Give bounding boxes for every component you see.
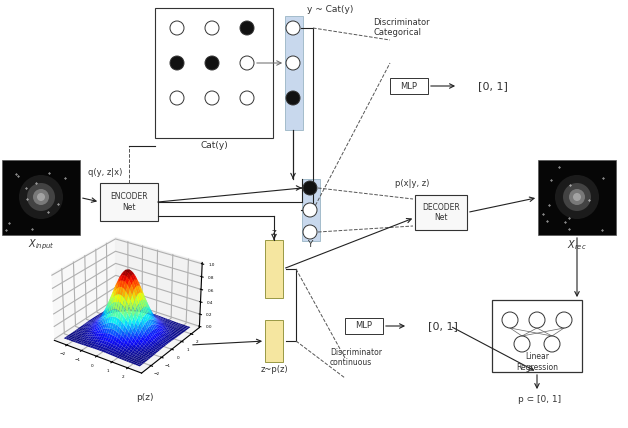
Circle shape [303, 225, 317, 239]
Bar [265, 320, 283, 362]
Text: Linear
Regression: Linear Regression [516, 352, 558, 372]
Circle shape [33, 189, 49, 205]
Text: p(z): p(z) [136, 393, 154, 402]
Bar [169, 16, 187, 130]
Text: p ⊂ [0, 1]: p ⊂ [0, 1] [519, 395, 561, 404]
Circle shape [240, 21, 254, 35]
Text: Discriminator
continuous: Discriminator continuous [330, 348, 382, 367]
Circle shape [19, 175, 63, 219]
Bar [415, 195, 467, 230]
Text: MLP: MLP [355, 321, 372, 330]
Circle shape [286, 56, 300, 70]
Bar [345, 318, 383, 334]
Text: [0, 1]: [0, 1] [478, 81, 508, 91]
Circle shape [240, 91, 254, 105]
Circle shape [563, 183, 591, 211]
Text: q(y, z|x): q(y, z|x) [88, 167, 122, 176]
Circle shape [205, 21, 219, 35]
Circle shape [170, 91, 184, 105]
Text: y ~ Cat(y): y ~ Cat(y) [307, 5, 353, 14]
Bar [265, 240, 283, 298]
Circle shape [569, 189, 585, 205]
Bar [538, 160, 616, 235]
Circle shape [502, 312, 518, 328]
Bar [155, 8, 273, 138]
Text: Cat(y): Cat(y) [200, 142, 228, 151]
Bar [492, 300, 582, 372]
Text: p(x|y, z): p(x|y, z) [395, 178, 430, 187]
Circle shape [544, 336, 560, 352]
Circle shape [170, 21, 184, 35]
Circle shape [286, 21, 300, 35]
Circle shape [205, 56, 219, 70]
Circle shape [37, 193, 45, 201]
Text: [0, 1]: [0, 1] [428, 321, 458, 331]
Circle shape [514, 336, 530, 352]
Text: z~p(z): z~p(z) [260, 366, 288, 374]
Text: z: z [272, 228, 276, 237]
Bar [285, 16, 303, 130]
Circle shape [205, 91, 219, 105]
Circle shape [303, 203, 317, 217]
Bar [2, 160, 80, 235]
Bar [204, 16, 222, 130]
Circle shape [286, 91, 300, 105]
Text: Y: Y [307, 240, 313, 249]
Bar [302, 179, 320, 241]
Circle shape [170, 56, 184, 70]
Bar [390, 78, 428, 94]
Text: Discriminator
Categorical: Discriminator Categorical [373, 18, 430, 37]
Text: ENCODER
Net: ENCODER Net [110, 192, 148, 212]
Circle shape [555, 175, 599, 219]
Bar [239, 16, 257, 130]
Bar [100, 183, 158, 221]
Text: $X_{rec}$: $X_{rec}$ [567, 238, 587, 252]
Circle shape [573, 193, 581, 201]
Text: MLP: MLP [401, 81, 418, 90]
Circle shape [556, 312, 572, 328]
Text: DECODER
Net: DECODER Net [422, 203, 460, 222]
Circle shape [529, 312, 545, 328]
Text: $X_{input}$: $X_{input}$ [28, 238, 55, 252]
Circle shape [240, 56, 254, 70]
Circle shape [303, 181, 317, 195]
Circle shape [27, 183, 55, 211]
